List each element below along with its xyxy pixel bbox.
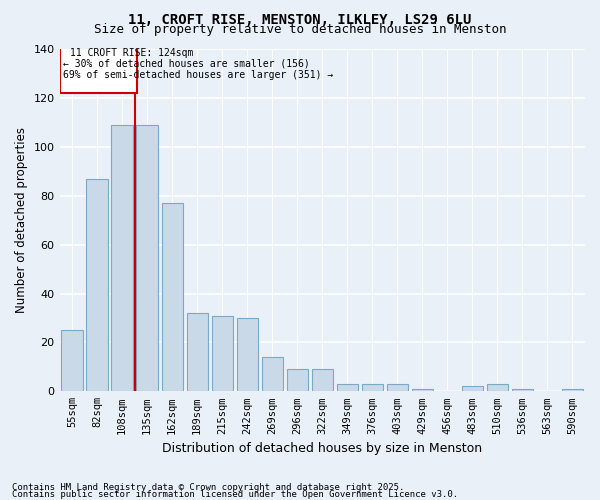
Bar: [61, 330, 83, 392]
Text: 69% of semi-detached houses are larger (351) →: 69% of semi-detached houses are larger (…: [63, 70, 334, 80]
Bar: [337, 384, 358, 392]
Bar: [136, 125, 158, 392]
Bar: [161, 203, 183, 392]
Bar: [311, 370, 333, 392]
Bar: [387, 384, 408, 392]
Bar: [412, 389, 433, 392]
Text: Contains public sector information licensed under the Open Government Licence v3: Contains public sector information licen…: [12, 490, 458, 499]
Bar: [212, 316, 233, 392]
Text: Contains HM Land Registry data © Crown copyright and database right 2025.: Contains HM Land Registry data © Crown c…: [12, 484, 404, 492]
Bar: [262, 357, 283, 392]
Bar: [462, 386, 483, 392]
Bar: [112, 125, 133, 392]
Text: Size of property relative to detached houses in Menston: Size of property relative to detached ho…: [94, 22, 506, 36]
Text: ← 30% of detached houses are smaller (156): ← 30% of detached houses are smaller (15…: [63, 59, 310, 69]
Text: 11 CROFT RISE: 124sqm: 11 CROFT RISE: 124sqm: [70, 48, 194, 58]
Bar: [86, 178, 108, 392]
FancyBboxPatch shape: [59, 42, 137, 93]
Bar: [287, 370, 308, 392]
Bar: [187, 313, 208, 392]
Text: 11, CROFT RISE, MENSTON, ILKLEY, LS29 6LU: 11, CROFT RISE, MENSTON, ILKLEY, LS29 6L…: [128, 12, 472, 26]
Y-axis label: Number of detached properties: Number of detached properties: [15, 127, 28, 313]
Bar: [512, 389, 533, 392]
Bar: [362, 384, 383, 392]
Bar: [236, 318, 258, 392]
Bar: [562, 389, 583, 392]
X-axis label: Distribution of detached houses by size in Menston: Distribution of detached houses by size …: [162, 442, 482, 455]
Bar: [487, 384, 508, 392]
